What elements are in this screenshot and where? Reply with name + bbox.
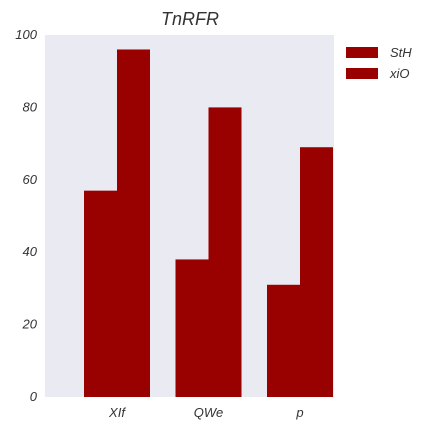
y-tick-label: 60	[23, 172, 38, 187]
bar-xiO-QWe	[208, 107, 242, 398]
legend-label: StH	[390, 45, 412, 60]
y-tick-label: 40	[23, 244, 38, 259]
legend-swatch	[346, 47, 378, 58]
y-tick-label: 20	[22, 317, 38, 332]
bar-series-group	[84, 49, 333, 398]
bar-StH-XIf	[84, 190, 117, 397]
legend-swatch	[346, 68, 378, 79]
legend-label: xiO	[389, 66, 410, 81]
bar-StH-QWe	[175, 259, 209, 397]
y-axis-ticks: 0 20 40 60 80 100	[15, 27, 37, 404]
y-tick-label: 100	[15, 27, 37, 42]
y-tick-label: 0	[30, 389, 38, 404]
x-tick-label: p	[295, 405, 303, 420]
chart-title: TnRFR	[161, 9, 219, 29]
bar-StH-p	[267, 284, 300, 397]
bar-xiO-p	[300, 147, 333, 397]
bar-xiO-XIf	[117, 49, 150, 397]
x-axis-ticks: XIf QWe p	[108, 405, 304, 420]
x-tick-label: QWe	[194, 405, 223, 420]
x-tick-label: XIf	[108, 405, 126, 420]
y-tick-label: 80	[23, 99, 38, 114]
legend: StH xiO	[346, 45, 412, 81]
